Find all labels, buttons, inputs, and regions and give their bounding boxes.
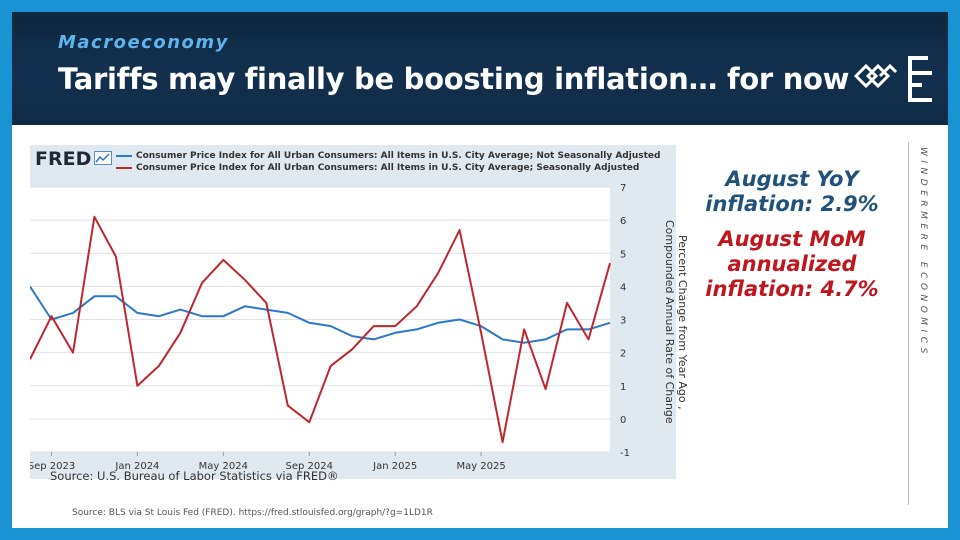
side-brand: WINDERMERE ECONOMICS (918, 147, 928, 358)
chart-source: Source: U.S. Bureau of Labor Statistics … (50, 469, 339, 483)
y-tick-label: 0 (620, 415, 626, 426)
mom-line2: annualized (727, 252, 857, 276)
x-axis: Sep 2023 Jan 2024 May 2024 Sep 2024 Jan 2025… (30, 452, 506, 472)
x-tick-label: May 2024 (199, 461, 248, 472)
y-tick-label: 4 (620, 282, 626, 293)
chart-legend: Consumer Price Index for All Urban Consu… (116, 150, 660, 174)
yoy-callout: August YoY inflation: 2.9% (692, 167, 892, 217)
y-tick-label: -1 (620, 448, 630, 459)
y-tick-label: 6 (620, 216, 626, 227)
header-banner: Macroeconomy Tariffs may finally be boos… (12, 12, 948, 125)
fred-logo: FRED (35, 148, 92, 170)
x-tick-label: Sep 2024 (286, 461, 333, 472)
slide: Macroeconomy Tariffs may finally be boos… (12, 12, 948, 528)
series-lines (30, 215, 611, 444)
fred-chart-panel: FRED Consumer Price Index for All Urban … (30, 145, 689, 483)
y-tick-label: 1 (620, 382, 626, 393)
yoy-line1: August YoY (725, 167, 859, 191)
x-tick-label: Jan 2025 (372, 461, 417, 472)
divider (908, 142, 909, 505)
y-tick-label: 7 (620, 183, 626, 194)
x-tick-label: Sep 2023 (30, 461, 75, 472)
series-line-nsa (30, 285, 611, 344)
y-axis-label: Percent Change from Year Ago , Compounde… (663, 220, 689, 424)
legend-label-nsa: Consumer Price Index for All Urban Consu… (136, 151, 661, 161)
legend-swatch-red (116, 167, 132, 169)
y-axis: -1 0 1 2 3 4 5 6 7 (620, 183, 630, 459)
line-chart: Sep 2023 Jan 2024 May 2024 Sep 2024 Jan 2025… (30, 183, 630, 472)
windermere-logo-icon (852, 56, 942, 107)
footnote: Source: BLS via St Louis Fed (FRED). htt… (72, 508, 433, 518)
legend-item-nsa: Consumer Price Index for All Urban Consu… (116, 150, 660, 162)
y-tick-label: 3 (620, 316, 626, 327)
section-label: Macroeconomy (58, 32, 229, 53)
y-tick-label: 2 (620, 349, 626, 360)
x-tick-label: May 2025 (456, 461, 505, 472)
series-line-sa (30, 215, 611, 444)
callouts: August YoY inflation: 2.9% August MoM an… (692, 167, 892, 302)
y-tick-label: 5 (620, 249, 626, 260)
slide-title: Tariffs may finally be boosting inflatio… (58, 62, 850, 96)
x-tick-label: Jan 2024 (114, 461, 159, 472)
mom-line3: inflation: 4.7% (705, 277, 879, 301)
mom-callout: August MoM annualized inflation: 4.7% (692, 227, 892, 302)
yoy-line2: inflation: 2.9% (705, 192, 879, 216)
legend-label-sa: Consumer Price Index for All Urban Consu… (136, 163, 640, 173)
fred-chart-icon (94, 151, 112, 165)
legend-swatch-blue (116, 155, 132, 157)
mom-line1: August MoM (718, 227, 866, 251)
legend-item-sa: Consumer Price Index for All Urban Consu… (116, 162, 660, 174)
